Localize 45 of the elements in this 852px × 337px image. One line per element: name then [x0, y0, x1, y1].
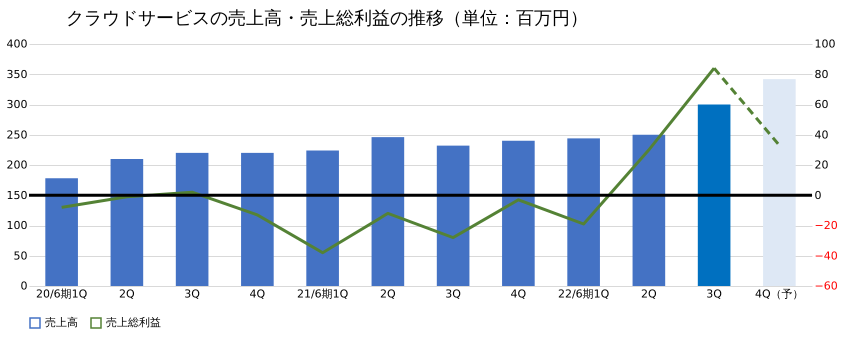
- x-tick-label: 20/6期1Q: [36, 288, 88, 300]
- y-tick-label: 150: [6, 188, 28, 202]
- x-tick-label: 3Q: [445, 288, 462, 300]
- bar: [306, 150, 339, 286]
- y2-tick-label: −20: [814, 219, 838, 232]
- bar: [241, 152, 274, 286]
- bar: [176, 152, 208, 286]
- y2-tick-label: −40: [814, 249, 838, 262]
- y-tick-label: 200: [6, 158, 28, 172]
- x-tick-label: 4Q: [510, 288, 527, 300]
- y-tick-label: 250: [6, 128, 28, 142]
- x-tick-label: 2Q: [641, 288, 658, 300]
- x-tick-label: 4Q: [250, 288, 266, 300]
- y-tick-label: 50: [14, 249, 28, 262]
- x-tick-label: 2Q: [380, 288, 396, 300]
- y-tick-label: 350: [6, 68, 28, 81]
- bar: [632, 134, 666, 286]
- y2-tick-label: −60: [814, 280, 838, 292]
- legend-label: 売上総利益: [106, 316, 161, 329]
- y-tick-label: 300: [6, 98, 28, 111]
- y2-tick-label: 20: [814, 158, 828, 172]
- y2-tick-label: 100: [814, 38, 836, 50]
- y2-tick-label: 80: [814, 68, 828, 81]
- y2-tick-label: 60: [814, 98, 828, 111]
- y-tick-label: 100: [6, 219, 28, 232]
- x-tick-label: 3Q: [706, 288, 722, 300]
- legend-label: 売上高: [45, 316, 78, 329]
- x-tick-label: 3Q: [184, 288, 200, 300]
- y2-tick-label: 40: [814, 128, 828, 142]
- y2-tick-label: 0: [814, 188, 822, 202]
- bar: [372, 137, 404, 286]
- bar: [45, 178, 78, 286]
- bar: [436, 146, 470, 286]
- y-tick-label: 0: [20, 280, 28, 292]
- x-tick-label: 21/6期1Q: [296, 288, 349, 300]
- x-tick-label: 2Q: [119, 288, 136, 300]
- bar: [763, 79, 796, 286]
- chart-title: クラウドサービスの売上高・売上総利益の推移（単位：百万円）: [66, 8, 588, 29]
- x-tick-label: 22/6期1Q: [558, 288, 610, 300]
- y-tick-label: 400: [6, 38, 28, 50]
- bar: [567, 138, 600, 286]
- bar: [698, 104, 730, 286]
- bar: [502, 140, 535, 286]
- bar: [110, 158, 144, 286]
- x-tick-label: 4Q（予）: [755, 288, 804, 300]
